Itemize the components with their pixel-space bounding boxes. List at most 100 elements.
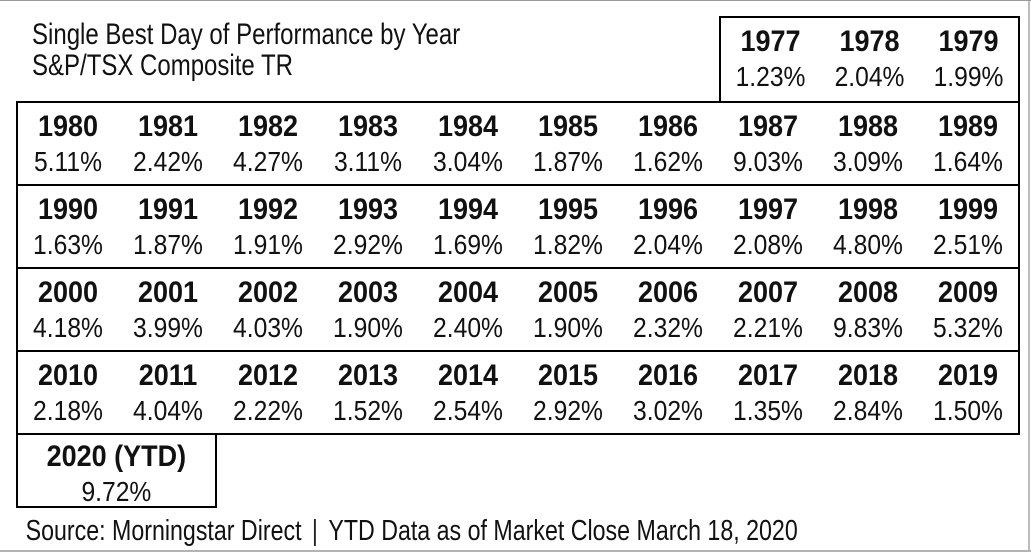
year-label: 2003: [337, 276, 399, 309]
year-value: 3.02%: [633, 395, 703, 426]
figure-subtitle: S&P/TSX Composite TR: [32, 49, 293, 82]
year-label: 2015: [537, 359, 599, 392]
year-cell-2009: 2009 5.32%: [918, 269, 1018, 350]
year-cell-2014: 2014 2.54%: [418, 352, 518, 433]
year-cell-1998: 1998 4.80%: [818, 186, 918, 267]
year-label: 1987: [737, 110, 799, 143]
year-value: 1.52%: [333, 395, 403, 426]
year-value: 2.18%: [33, 395, 103, 426]
year-value: 2.04%: [633, 229, 703, 260]
year-label: 2016: [637, 359, 699, 392]
year-cell-1992: 1992 1.91%: [218, 186, 318, 267]
source-line: Source: Morningstar Direct | YTD Data as o…: [16, 508, 819, 548]
year-label: 1977: [740, 25, 801, 58]
year-cell-1996: 1996 2.04%: [618, 186, 718, 267]
year-cell-1986: 1986 1.62%: [618, 103, 718, 184]
year-label: 1999: [937, 193, 999, 226]
year-label: 2011: [138, 359, 198, 392]
year-value: 1.99%: [933, 61, 1004, 92]
year-label: 1985: [537, 110, 599, 143]
year-label: 2018: [837, 359, 899, 392]
year-value: 3.99%: [133, 312, 203, 343]
year-value: 9.83%: [833, 312, 903, 343]
year-value: 4.18%: [33, 312, 103, 343]
year-cell-1977: 1977 1.23%: [721, 18, 820, 101]
year-label: 2005: [537, 276, 599, 309]
year-cell-1988: 1988 3.09%: [818, 103, 918, 184]
year-value: 3.09%: [833, 146, 903, 177]
table-row-2000s: 2000 4.18% 2001 3.99% 2002 4.03% 2003 1.…: [18, 267, 1018, 350]
year-cell-1979: 1979 1.99%: [919, 18, 1018, 101]
year-value: 2.42%: [133, 146, 203, 177]
year-value: 1.91%: [233, 229, 303, 260]
year-value: 5.32%: [933, 312, 1003, 343]
year-cell-1980: 1980 5.11%: [18, 103, 118, 184]
year-label: 2000: [37, 276, 99, 309]
year-label: 2004: [437, 276, 499, 309]
table-row-1990s: 1990 1.63% 1991 1.87% 1992 1.91% 1993 2.…: [18, 184, 1018, 267]
year-cell-1993: 1993 2.92%: [318, 186, 418, 267]
year-value: 2.92%: [533, 395, 603, 426]
year-cell-2004: 2004 2.40%: [418, 269, 518, 350]
year-label: 1988: [837, 110, 899, 143]
year-label: 1981: [137, 110, 199, 143]
year-cell-1987: 1987 9.03%: [718, 103, 818, 184]
year-value: 2.92%: [333, 229, 403, 260]
year-label: 2007: [737, 276, 799, 309]
year-cell-1983: 1983 3.11%: [318, 103, 418, 184]
year-cell-1991: 1991 1.87%: [118, 186, 218, 267]
ytd-value: 9.72%: [81, 476, 152, 507]
year-label: 2017: [737, 359, 799, 392]
year-cell-2001: 2001 3.99%: [118, 269, 218, 350]
header-years-box: 1977 1.23% 1978 2.04% 1979 1.99%: [718, 16, 1020, 101]
year-value: 3.04%: [433, 146, 503, 177]
year-label: 2012: [237, 359, 299, 392]
year-cell-1981: 1981 2.42%: [118, 103, 218, 184]
year-cell-2002: 2002 4.03%: [218, 269, 318, 350]
year-label: 1979: [938, 25, 999, 58]
year-label: 2006: [637, 276, 699, 309]
year-value: 1.62%: [633, 146, 703, 177]
year-cell-1982: 1982 4.27%: [218, 103, 318, 184]
year-label: 2010: [37, 359, 99, 392]
year-label: 1978: [839, 25, 900, 58]
year-value: 5.11%: [33, 146, 103, 177]
year-value: 1.23%: [735, 61, 806, 92]
year-label: 1992: [237, 193, 299, 226]
year-cell-1989: 1989 1.64%: [918, 103, 1018, 184]
year-cell-2008: 2008 9.83%: [818, 269, 918, 350]
year-value: 3.11%: [333, 146, 403, 177]
year-cell-2019: 2019 1.50%: [918, 352, 1018, 433]
year-value: 2.84%: [833, 395, 903, 426]
year-value: 4.03%: [233, 312, 303, 343]
year-cell-2017: 2017 1.35%: [718, 352, 818, 433]
source-separator: |: [311, 515, 318, 547]
year-value: 4.27%: [233, 146, 303, 177]
year-value: 2.22%: [233, 395, 303, 426]
screenshot-bottom-edge: [0, 550, 1031, 552]
year-value: 4.80%: [833, 229, 903, 260]
year-cell-2005: 2005 1.90%: [518, 269, 618, 350]
year-value: 2.21%: [733, 312, 803, 343]
year-value: 1.50%: [933, 395, 1003, 426]
year-cell-1999: 1999 2.51%: [918, 186, 1018, 267]
ytd-band: 2020 (YTD) 9.72%: [16, 435, 1020, 508]
year-cell-2000: 2000 4.18%: [18, 269, 118, 350]
year-label: 1986: [637, 110, 699, 143]
year-label: 2013: [337, 359, 399, 392]
source-text: Source: Morningstar Direct: [25, 515, 302, 547]
year-cell-2016: 2016 3.02%: [618, 352, 718, 433]
year-label: 2002: [237, 276, 299, 309]
year-label: 1980: [37, 110, 99, 143]
year-value: 1.64%: [933, 146, 1003, 177]
title-block: Single Best Day of Performance by Year S…: [16, 1, 719, 101]
year-value: 4.04%: [133, 395, 203, 426]
year-value: 1.63%: [33, 229, 103, 260]
year-label: 2014: [437, 359, 499, 392]
header-band: Single Best Day of Performance by Year S…: [16, 1, 1020, 101]
year-value: 2.40%: [433, 312, 503, 343]
year-cell-1978: 1978 2.04%: [820, 18, 919, 101]
year-label: 1983: [337, 110, 399, 143]
year-label: 1989: [937, 110, 999, 143]
